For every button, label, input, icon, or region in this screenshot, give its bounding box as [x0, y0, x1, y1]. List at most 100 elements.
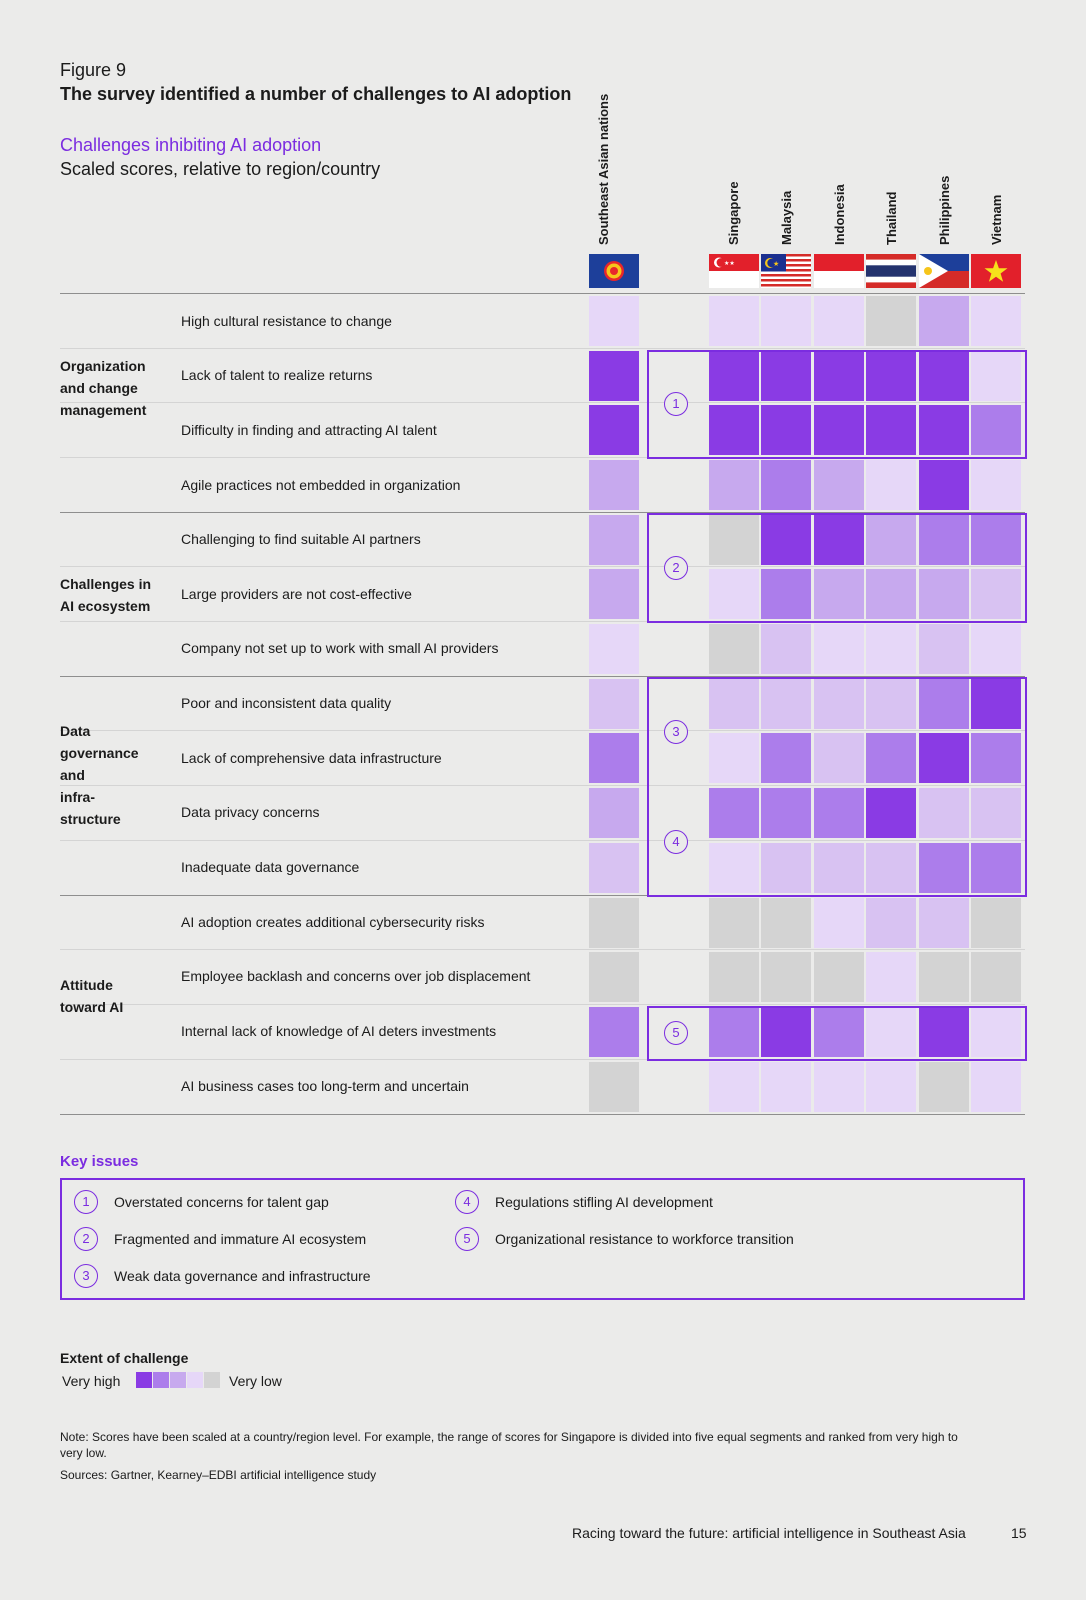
- heatmap-cell: [866, 679, 916, 729]
- heatmap-cell: [761, 569, 811, 619]
- row-label: Challenging to find suitable AI partners: [181, 531, 421, 547]
- heatmap-cell: [709, 351, 759, 401]
- philippines-flag-icon: [919, 254, 969, 288]
- legend-swatch-very-low: [204, 1372, 220, 1388]
- heatmap-cell: [761, 515, 811, 565]
- row-label: High cultural resistance to change: [181, 313, 392, 329]
- key-issue-text: Weak data governance and infrastructure: [114, 1268, 371, 1284]
- vietnam-flag-icon: [971, 254, 1021, 288]
- highlight-number-4: 4: [664, 830, 688, 854]
- heatmap-cell: [814, 405, 864, 455]
- heatmap-cell: [709, 460, 759, 510]
- heatmap-cell: [589, 733, 639, 783]
- heatmap-cell: [589, 515, 639, 565]
- group-label-attitude: Attitude toward AI: [60, 977, 124, 1015]
- heatmap-cell: [971, 624, 1021, 674]
- heatmap-cell: [589, 1062, 639, 1112]
- heatmap-cell: [761, 1062, 811, 1112]
- highlight-number-5: 5: [664, 1021, 688, 1045]
- heatmap-cell: [866, 624, 916, 674]
- heatmap-cell: [814, 1007, 864, 1057]
- row-label: Employee backlash and concerns over job …: [181, 968, 531, 984]
- heatmap-cell: [971, 843, 1021, 893]
- heatmap-cell: [814, 1062, 864, 1112]
- heatmap-cell: [589, 1007, 639, 1057]
- legend-swatch-low: [187, 1372, 203, 1388]
- row-label: Company not set up to work with small AI…: [181, 640, 499, 656]
- heatmap-cell: [919, 569, 969, 619]
- heatmap-cell: [709, 1007, 759, 1057]
- heatmap-cell: [814, 569, 864, 619]
- heatmap-cell: [866, 898, 916, 948]
- row-label: Agile practices not embedded in organiza…: [181, 477, 461, 493]
- legend-swatch-high: [153, 1372, 169, 1388]
- heatmap-cell: [814, 296, 864, 346]
- heatmap-cell: [814, 515, 864, 565]
- heatmap-cell: [971, 460, 1021, 510]
- heatmap-cell: [919, 405, 969, 455]
- row-divider: [60, 621, 1025, 622]
- table-bottom-divider: [60, 1114, 1025, 1115]
- heatmap-cell: [589, 624, 639, 674]
- heatmap-cell: [971, 952, 1021, 1002]
- heatmap-cell: [761, 624, 811, 674]
- row-divider: [60, 730, 1025, 731]
- heatmap-cell: [814, 843, 864, 893]
- heatmap-cell: [971, 788, 1021, 838]
- heatmap-cell: [919, 515, 969, 565]
- heatmap-cell: [589, 460, 639, 510]
- highlight-box-2: [647, 513, 1027, 623]
- key-issue-text: Fragmented and immature AI ecosystem: [114, 1231, 367, 1247]
- heatmap-cell: [866, 952, 916, 1002]
- heatmap-cell: [814, 624, 864, 674]
- row-label: Difficulty in finding and attracting AI …: [181, 422, 437, 438]
- heatmap-cell: [919, 733, 969, 783]
- row-divider: [60, 1004, 1025, 1005]
- heatmap-cell: [814, 898, 864, 948]
- key-issue-number: 4: [455, 1190, 479, 1214]
- svg-text:★★: ★★: [724, 260, 735, 267]
- row-label: Inadequate data governance: [181, 859, 360, 875]
- key-issues-box: [60, 1178, 1025, 1300]
- highlight-box-5: [647, 1006, 1027, 1061]
- malaysia-flag-icon: ★: [761, 254, 811, 288]
- chart-subtitle-purple: Challenges inhibiting AI adoption: [60, 135, 322, 155]
- heatmap-cell: [971, 515, 1021, 565]
- heatmap-cell: [971, 569, 1021, 619]
- heatmap-cell: [971, 351, 1021, 401]
- heatmap-cell: [971, 405, 1021, 455]
- svg-text:★: ★: [773, 260, 779, 268]
- column-header-southeast-asia: Southeast Asian nations: [596, 93, 611, 245]
- heatmap-cell: [589, 679, 639, 729]
- row-label: AI business cases too long-term and unce…: [181, 1078, 469, 1094]
- highlight-box-3-4: [647, 677, 1027, 897]
- heatmap-cell: [761, 952, 811, 1002]
- header-divider: [60, 293, 1025, 294]
- key-issues-title: Key issues: [60, 1153, 139, 1170]
- column-header-malaysia: Malaysia: [779, 190, 794, 245]
- indonesia-flag-icon: [814, 254, 864, 288]
- group-label-organization: Organization and change management: [60, 358, 147, 418]
- row-divider: [60, 457, 1025, 458]
- group-divider: [60, 676, 1025, 677]
- row-divider: [60, 566, 1025, 567]
- heatmap-cell: [919, 1062, 969, 1112]
- column-header-indonesia: Indonesia: [832, 184, 847, 245]
- heatmap-cell: [866, 460, 916, 510]
- legend-high-label: Very high: [62, 1373, 121, 1389]
- heatmap-cell: [919, 898, 969, 948]
- column-header-singapore: Singapore: [726, 181, 741, 245]
- highlight-number-2: 2: [664, 556, 688, 580]
- heatmap-cell: [866, 569, 916, 619]
- heatmap-cell: [709, 733, 759, 783]
- heatmap-cell: [971, 1062, 1021, 1112]
- heatmap-cell: [919, 843, 969, 893]
- heatmap-cell: [709, 515, 759, 565]
- chart-subtitle: Scaled scores, relative to region/countr…: [60, 159, 381, 179]
- heatmap-cell: [866, 1062, 916, 1112]
- heatmap-cell: [589, 405, 639, 455]
- heatmap-cell: [709, 788, 759, 838]
- heatmap-cell: [709, 296, 759, 346]
- row-divider: [60, 402, 1025, 403]
- thailand-flag-icon: [866, 254, 916, 288]
